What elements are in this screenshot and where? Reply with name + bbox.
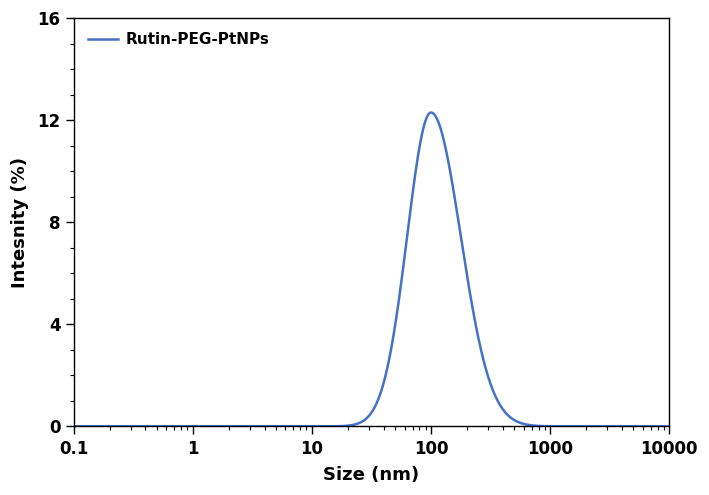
Rutin-PEG-PtNPs — [138, 423, 146, 429]
Rutin-PEG-PtNPs — [427, 109, 435, 115]
Rutin-PEG-PtNPs — [665, 423, 674, 429]
Rutin-PEG-PtNPs — [69, 423, 78, 429]
Rutin-PEG-PtNPs — [323, 423, 332, 429]
Rutin-PEG-PtNPs — [654, 423, 662, 429]
Rutin-PEG-PtNPs — [298, 423, 306, 429]
Rutin-PEG-PtNPs — [589, 423, 598, 429]
Line: Rutin-PEG-PtNPs: Rutin-PEG-PtNPs — [74, 112, 669, 426]
X-axis label: Size (nm): Size (nm) — [323, 466, 420, 484]
Y-axis label: Intesnity (%): Intesnity (%) — [11, 157, 29, 288]
Legend: Rutin-PEG-PtNPs: Rutin-PEG-PtNPs — [82, 26, 276, 53]
Rutin-PEG-PtNPs — [173, 423, 182, 429]
